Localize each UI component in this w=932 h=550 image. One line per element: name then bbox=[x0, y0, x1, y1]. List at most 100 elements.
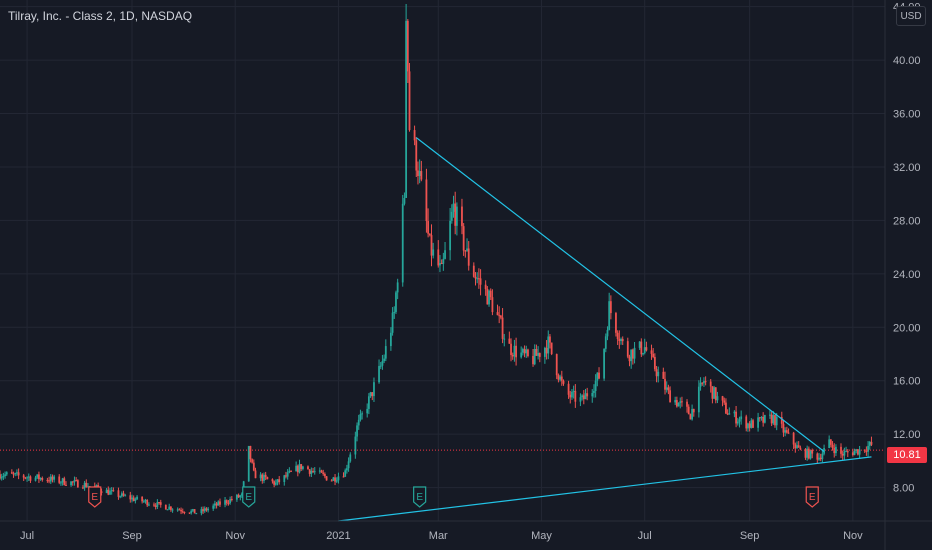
candle-body bbox=[618, 339, 621, 342]
candle-body bbox=[782, 423, 785, 433]
candle-body bbox=[796, 445, 798, 449]
candle-body bbox=[491, 297, 494, 313]
candle-layer bbox=[0, 4, 885, 516]
candle-body bbox=[217, 501, 220, 506]
x-tick-label: Sep bbox=[740, 530, 760, 542]
candle-body bbox=[4, 474, 6, 476]
candle-body bbox=[288, 470, 291, 473]
candle-body bbox=[806, 448, 809, 458]
y-tick-label: 32.00 bbox=[893, 162, 921, 174]
candle-body bbox=[383, 358, 386, 362]
candle-body bbox=[620, 338, 622, 342]
candle-body bbox=[697, 386, 700, 413]
candle-body bbox=[95, 485, 98, 487]
candle-body bbox=[300, 464, 303, 469]
candle-body bbox=[664, 378, 666, 390]
candle-body bbox=[652, 353, 655, 357]
candle-body bbox=[709, 381, 712, 387]
candle-body bbox=[345, 468, 348, 471]
earnings-marker[interactable]: E bbox=[413, 486, 427, 508]
candle-body bbox=[415, 140, 418, 171]
candle-body bbox=[515, 345, 518, 358]
candle-body bbox=[857, 449, 859, 455]
candle-body bbox=[454, 203, 457, 226]
earnings-marker-label: E bbox=[416, 492, 423, 503]
candle-body bbox=[168, 506, 171, 510]
candle-body bbox=[442, 258, 445, 264]
candle-body bbox=[359, 414, 362, 420]
candle-body bbox=[691, 408, 693, 420]
candle-body bbox=[158, 502, 160, 504]
earnings-marker[interactable]: E bbox=[88, 486, 102, 508]
candle-body bbox=[606, 329, 609, 337]
candle-body bbox=[82, 487, 84, 489]
candle-body bbox=[841, 453, 844, 456]
trendline-layer[interactable] bbox=[338, 137, 872, 522]
candle-body bbox=[295, 465, 298, 472]
candle-body bbox=[763, 415, 766, 423]
candle-body bbox=[870, 441, 873, 445]
x-tick-label: Sep bbox=[122, 530, 142, 542]
y-tick-label: 12.00 bbox=[893, 429, 921, 441]
candle-body bbox=[701, 382, 704, 384]
candle-body bbox=[792, 432, 795, 445]
candle-body bbox=[325, 476, 328, 481]
candle-body bbox=[70, 481, 72, 486]
candle-body bbox=[868, 441, 871, 446]
candle-body bbox=[704, 381, 707, 383]
candle-body bbox=[474, 276, 477, 279]
candle-body bbox=[560, 376, 563, 381]
candle-body bbox=[467, 248, 470, 266]
earnings-marker[interactable]: E bbox=[242, 486, 256, 508]
candle-body bbox=[10, 472, 13, 474]
candle-body bbox=[76, 480, 79, 488]
candle-body bbox=[674, 400, 677, 403]
candle-body bbox=[266, 477, 269, 480]
candle-body bbox=[171, 509, 174, 511]
candle-body bbox=[122, 493, 125, 496]
candle-body bbox=[633, 347, 636, 359]
candle-body bbox=[799, 447, 802, 450]
earnings-marker-shape bbox=[242, 486, 256, 508]
candle-body bbox=[237, 494, 240, 498]
candle-body bbox=[811, 449, 814, 454]
candle-body bbox=[655, 369, 658, 377]
candle-body bbox=[699, 382, 702, 387]
candle-body bbox=[809, 449, 812, 459]
candle-body bbox=[829, 439, 832, 445]
x-tick-label: Mar bbox=[429, 530, 448, 542]
candle-body bbox=[166, 509, 169, 511]
candle-body bbox=[332, 477, 335, 481]
candle-body bbox=[418, 171, 421, 176]
candle-body bbox=[229, 498, 232, 504]
candle-body bbox=[557, 375, 560, 380]
candle-body bbox=[271, 479, 274, 482]
candle-body bbox=[621, 338, 624, 342]
candle-body bbox=[571, 391, 573, 398]
candle-body bbox=[361, 413, 364, 415]
currency-button[interactable]: USD bbox=[896, 6, 926, 26]
earnings-marker[interactable]: E bbox=[805, 486, 819, 508]
candle-body bbox=[366, 408, 369, 414]
earnings-marker-shape bbox=[805, 486, 819, 508]
candle-body bbox=[100, 491, 103, 494]
candle-body bbox=[251, 459, 254, 463]
candle-body bbox=[312, 470, 314, 472]
candle-body bbox=[61, 478, 64, 483]
candle-body bbox=[572, 390, 575, 392]
candle-body bbox=[356, 425, 358, 437]
candle-body bbox=[794, 444, 797, 449]
candle-body bbox=[449, 220, 452, 251]
candle-body bbox=[662, 371, 665, 379]
candle-body bbox=[200, 509, 203, 514]
candle-body bbox=[129, 495, 132, 500]
candle-body bbox=[87, 486, 89, 488]
candle-body bbox=[769, 414, 771, 416]
candle-body bbox=[594, 380, 597, 391]
candle-body bbox=[195, 513, 198, 515]
candle-body bbox=[274, 482, 277, 485]
candle-body bbox=[667, 387, 670, 391]
